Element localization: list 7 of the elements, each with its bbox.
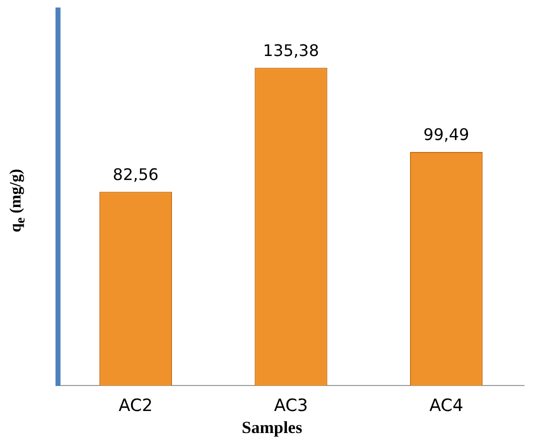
data-label: 82,56: [112, 164, 159, 184]
data-label: 99,49: [423, 125, 470, 144]
x-axis-title: Samples: [240, 418, 304, 438]
x-tick-label: AC2: [118, 396, 153, 416]
data-label: 135,38: [263, 40, 319, 60]
x-tick-label: AC4: [429, 396, 464, 416]
x-tick-label: AC3: [274, 396, 308, 416]
